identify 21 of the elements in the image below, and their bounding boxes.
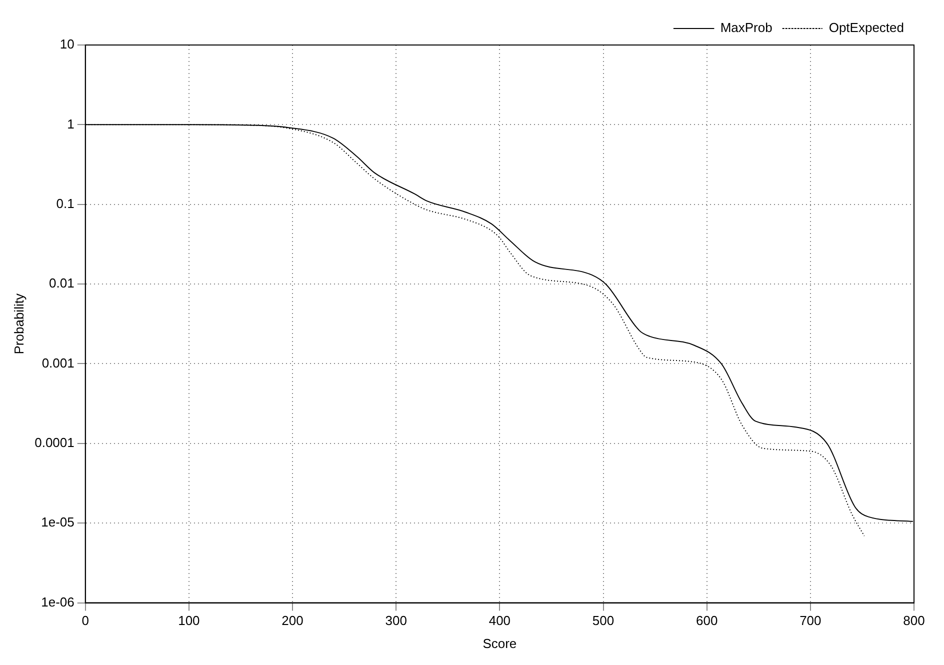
x-tick-label: 400 — [488, 613, 511, 628]
legend-label: MaxProb — [720, 20, 772, 36]
x-tick-label: 800 — [903, 613, 925, 628]
y-tick-label: 0.001 — [42, 355, 74, 370]
y-axis-title: Probability — [11, 293, 26, 354]
x-tick-label: 500 — [592, 613, 614, 628]
y-tick-label: 0.0001 — [34, 435, 74, 450]
y-tick-label: 0.1 — [56, 196, 74, 211]
legend-label: OptExpected — [828, 20, 904, 36]
x-tick-label: 0 — [82, 613, 89, 628]
x-axis-title: Score — [482, 636, 517, 651]
y-tick-label: 1 — [67, 116, 74, 132]
y-tick-label: 0.01 — [49, 276, 74, 291]
x-tick-label: 600 — [696, 613, 718, 628]
x-tick-label: 700 — [800, 613, 822, 628]
y-tick-label: 1e-06 — [41, 594, 74, 610]
x-tick-label: 100 — [178, 613, 200, 628]
x-tick-label: 300 — [385, 613, 407, 628]
x-tick-label: 200 — [282, 613, 304, 628]
y-tick-label: 1e-05 — [41, 514, 74, 530]
y-tick-label: 10 — [60, 36, 74, 52]
